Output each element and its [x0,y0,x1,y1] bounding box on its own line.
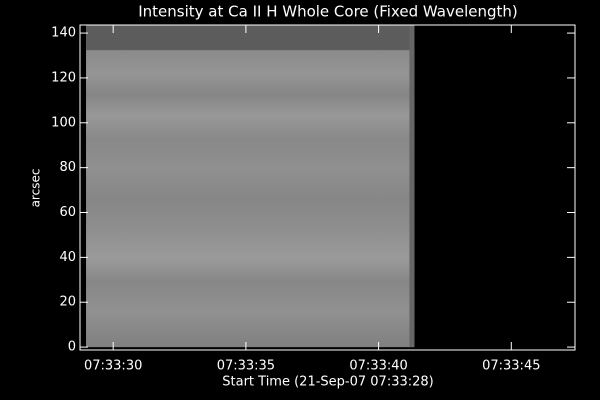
x-tick-label: 07:33:45 [482,359,540,374]
image-texture [86,50,415,348]
y-tick-label: 100 [51,115,76,130]
y-tick-label: 140 [51,26,76,41]
y-tick-label: 20 [59,295,76,310]
chart-title: Intensity at Ca II H Whole Core (Fixed W… [138,3,517,21]
y-tick-label: 40 [59,250,76,265]
x-tick-label: 07:33:40 [349,359,407,374]
x-tick-label: 07:33:30 [84,359,142,374]
y-axis-label: arcsec [29,169,43,208]
image-band [86,25,415,51]
plot-frame [79,24,576,351]
y-tick-label: 120 [51,70,76,85]
y-tick-label: 0 [68,340,76,355]
y-tick-label: 60 [59,205,76,220]
x-tick-label: 07:33:35 [217,359,275,374]
y-tick-label: 80 [59,160,76,175]
image-edge [409,25,415,348]
x-axis-label: Start Time (21-Sep-07 07:33:28) [222,375,433,390]
